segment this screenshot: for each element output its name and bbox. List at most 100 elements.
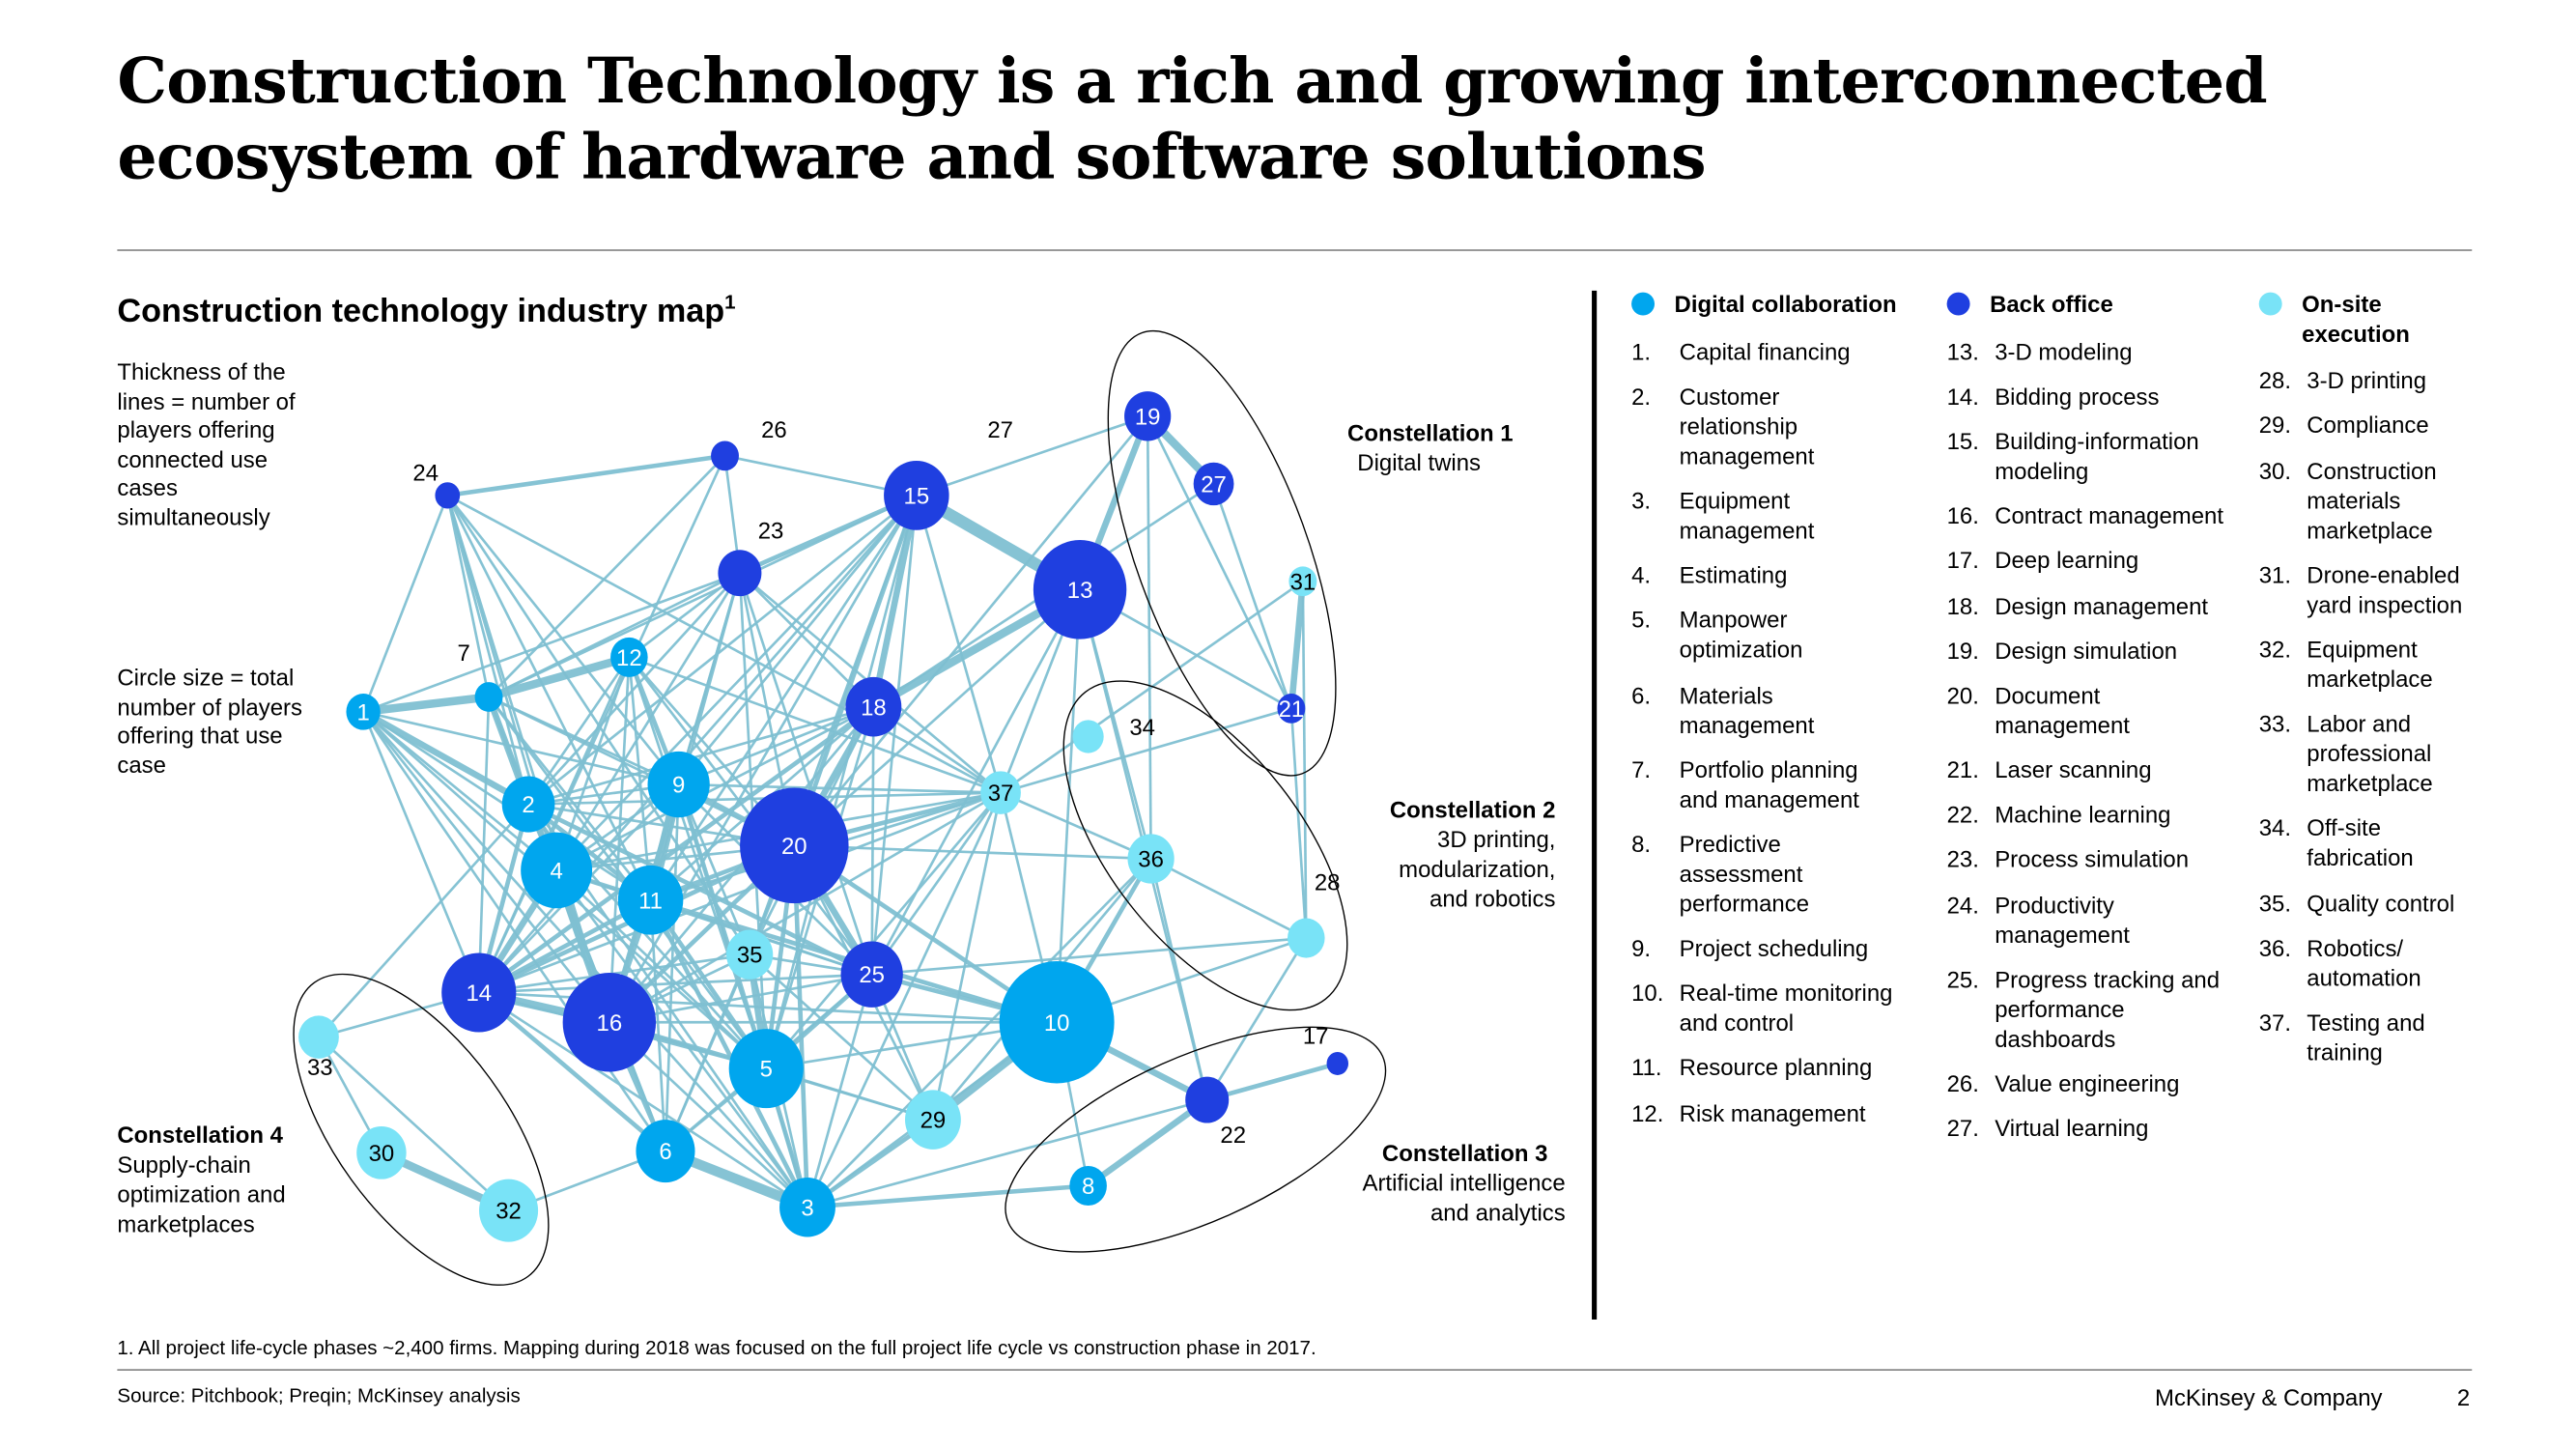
legend-item-number: 35. (2258, 889, 2292, 916)
node-label: 16 (597, 1010, 623, 1037)
node-label: 14 (466, 980, 492, 1007)
legend-item-label: 3-D modeling (1995, 337, 2133, 365)
node-circle (1127, 834, 1175, 884)
constellation-4-outline (293, 973, 550, 1286)
legend-item-number: 19. (1946, 637, 1979, 664)
edge-2-33 (317, 803, 530, 1038)
edge-24-26 (446, 453, 725, 498)
chart-title-text: Construction technology industry map (117, 293, 725, 330)
node-label: 2 (522, 792, 534, 818)
legend-item-number: 16. (1946, 501, 1979, 529)
legend-item: 24. Productivity management (1947, 890, 2226, 950)
node-label: 3 (801, 1195, 813, 1221)
node-circle (617, 865, 684, 935)
legend-item-number: 1. (1631, 337, 1652, 365)
node-circle (711, 440, 739, 471)
node-circle (840, 941, 903, 1008)
node-label: 27 (987, 417, 1013, 443)
node-label: 13 (1067, 578, 1093, 604)
edge-15-18 (870, 495, 920, 708)
legend-dot-icon (1631, 292, 1656, 316)
node-label: 8 (1082, 1174, 1094, 1200)
legend-item-label: Portfolio planning and management (1679, 755, 1859, 812)
legend-item: 21. Laser scanning (1947, 754, 2226, 784)
legend-item: 31. Drone-enabled yard inspection (2259, 559, 2473, 619)
legend-item-number: 33. (2258, 710, 2292, 737)
node-label: 37 (988, 781, 1014, 807)
node-label: 7 (458, 640, 470, 667)
node-circle (1326, 1052, 1349, 1075)
legend-back-office: Back office 13. 3-D modeling 14. Bidding pro… (1946, 291, 2226, 1158)
legend-item-number: 13. (1946, 337, 1979, 365)
legend-item-label: Project scheduling (1679, 934, 1869, 962)
legend-item-number: 32. (2258, 636, 2292, 663)
node-2: 2 (501, 776, 555, 833)
edge-37-3 (806, 792, 1003, 1208)
node-22: 22 (1185, 1076, 1246, 1149)
node-label: 1 (356, 699, 369, 725)
edge-1-9 (362, 710, 679, 786)
edge-28-25 (871, 936, 1307, 976)
legend-item-number: 5. (1631, 607, 1652, 634)
legend-item-label: Design simulation (1995, 637, 2178, 664)
legend-heading: Back office (1946, 291, 2226, 320)
edge-21-37 (1000, 707, 1292, 794)
node-32: 32 (479, 1179, 539, 1242)
node-label: 18 (861, 695, 887, 721)
legend-item-number: 25. (1946, 965, 1979, 993)
node-circle (1288, 566, 1317, 597)
legend-item-label: Virtual learning (1995, 1115, 2149, 1142)
node-label: 27 (1201, 471, 1227, 497)
edge-27-21 (1212, 483, 1293, 709)
edge-36-22 (1149, 858, 1209, 1100)
legend-item-label: Drone-enabled yard inspection (2307, 560, 2463, 617)
legend-item-label: Laser scanning (1995, 756, 2152, 783)
node-label: 19 (1135, 404, 1161, 430)
legend-dot-icon (2258, 292, 2282, 316)
node-circle (435, 482, 461, 509)
legend-heading-text: On-site execution (2302, 290, 2410, 347)
legend-item: 5. Manpower optimization (1631, 605, 1902, 665)
legend-item: 14. Bidding process (1947, 382, 2226, 412)
node-9: 9 (647, 751, 710, 818)
page-number: 2 (2456, 1383, 2471, 1410)
node-label: 26 (761, 417, 787, 443)
node-10: 10 (999, 960, 1115, 1084)
edge-15-9 (677, 495, 918, 785)
source-note: Source: Pitchbook; Preqin; McKinsey anal… (117, 1383, 521, 1407)
constellation-title: Constellation 2 (1389, 796, 1556, 823)
edge-24-7 (446, 495, 491, 697)
node-label: 29 (920, 1108, 947, 1134)
thickness-note: Thickness of the lines = number of playe… (117, 357, 296, 530)
node-5: 5 (728, 1029, 804, 1109)
legend-item-label: Design management (1995, 591, 2209, 619)
legend-dot-icon (1946, 292, 1970, 316)
legend-item-label: Equipment marketplace (2307, 636, 2433, 693)
legend-item-label: Machine learning (1995, 801, 2171, 828)
edge-13-20 (793, 588, 1081, 847)
legend-item: 28. 3-D printing (2259, 365, 2473, 395)
node-circle (1277, 694, 1306, 724)
node-circle (1069, 1165, 1107, 1207)
edge-37-14 (478, 791, 1002, 994)
constellation-subtitle: Artificial intelligence and analytics (1362, 1169, 1566, 1226)
constellation-title: Constellation 3 (1381, 1139, 1548, 1166)
legend-item: 3. Equipment management (1631, 486, 1902, 546)
edge-24-2 (446, 495, 530, 805)
nodes-layer: 1234567891011121314151617181920212223242… (298, 391, 1349, 1242)
legend-item-label: Construction materials marketplace (2307, 456, 2437, 543)
node-36: 36 (1127, 834, 1175, 884)
constellation-2-label: Constellation 2 3D printing, modularizat… (1364, 794, 1556, 913)
edge-14-25 (478, 973, 872, 994)
legend-item-label: Process simulation (1995, 846, 2190, 873)
footnote: 1. All project life-cycle phases ~2,400 … (117, 1336, 1316, 1360)
legend-item-label: Robotics/ automation (2307, 934, 2421, 991)
constellation-4-label: Constellation 4 Supply-chain optimizatio… (117, 1120, 331, 1238)
industry-network-map: 1234567891011121314151617181920212223242… (293, 329, 1387, 1286)
node-30: 30 (356, 1125, 407, 1179)
legend-item: 6. Materials management (1631, 680, 1902, 740)
legend-item: 33. Labor and professional marketplace (2259, 709, 2473, 798)
edge-12-37 (628, 656, 1002, 794)
edge-36-3 (807, 858, 1152, 1208)
